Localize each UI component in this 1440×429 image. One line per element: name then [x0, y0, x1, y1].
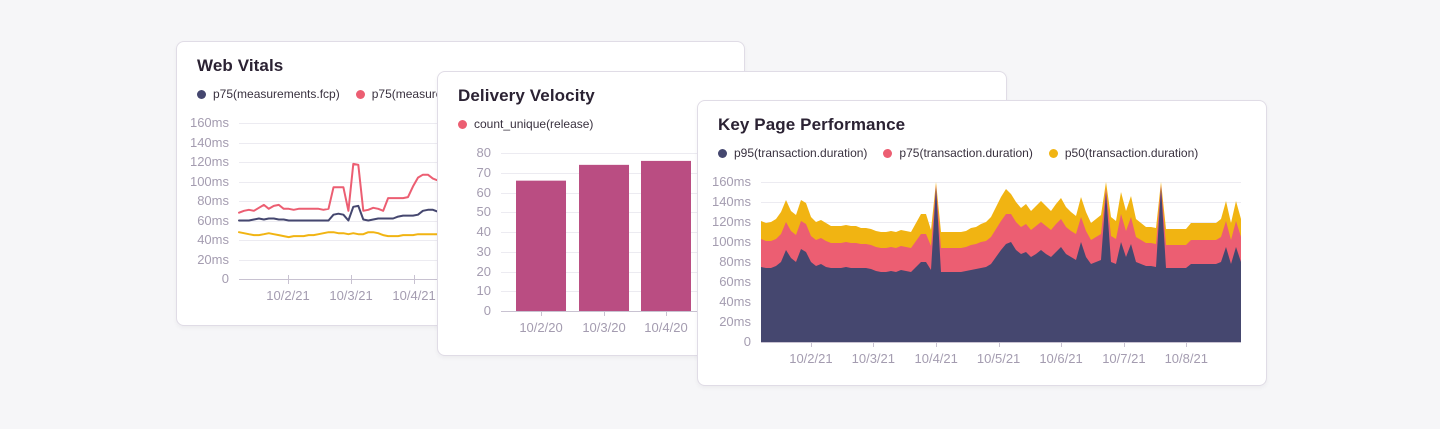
y-axis-label: 30 — [476, 243, 491, 259]
chart-card-key-page-performance: Key Page Performance p95(transaction.dur… — [697, 100, 1267, 386]
x-axis-label: 10/8/21 — [1164, 351, 1208, 366]
y-axis-label: 70 — [476, 164, 491, 180]
legend-item[interactable]: p50(transaction.duration) — [1048, 146, 1199, 160]
area-series-1 — [761, 185, 1241, 342]
x-axis-label: 10/5/21 — [976, 351, 1021, 366]
y-axis-label: 20ms — [197, 251, 229, 267]
line-series-1 — [238, 162, 439, 214]
x-axis-label: 10/4/21 — [914, 351, 958, 366]
line-series-0 — [238, 204, 439, 222]
y-axis-label: 40ms — [719, 294, 751, 309]
legend-item[interactable]: p75(measurements.fcp) — [197, 87, 340, 101]
card-title-key-page-performance: Key Page Performance — [718, 115, 906, 134]
y-axis-label: 140ms — [189, 134, 229, 150]
bar-10/2/20 — [516, 180, 567, 311]
x-axis-label: 10/2/20 — [519, 320, 563, 335]
y-axis-label: 100ms — [711, 234, 751, 249]
y-axis-label: 40 — [476, 224, 491, 239]
legend-key-page-performance: p95(transaction.duration) p75(transaction… — [718, 146, 1198, 160]
x-axis-label: 10/3/20 — [582, 320, 626, 335]
y-axis-label: 80ms — [719, 254, 751, 269]
legend-item[interactable]: p95(transaction.duration) — [718, 146, 867, 160]
legend-label: p75(transaction.duration) — [899, 146, 1033, 160]
legend-dot-icon — [718, 148, 727, 158]
x-axis-label: 10/4/20 — [644, 320, 688, 335]
x-axis-label: 10/3/21 — [851, 351, 895, 366]
y-axis-label: 160ms — [711, 174, 751, 189]
y-axis-label: 50 — [476, 204, 491, 220]
legend-dot-icon — [1048, 148, 1058, 158]
legend-dot-icon — [197, 89, 206, 99]
legend-item[interactable]: count_unique(release) — [458, 117, 593, 131]
y-axis-label: 160ms — [189, 115, 229, 130]
y-axis-label: 100ms — [189, 173, 229, 189]
y-axis-label: 140ms — [711, 194, 751, 209]
legend-label: p95(transaction.duration) — [734, 146, 868, 160]
x-axis-label: 10/3/21 — [329, 288, 373, 303]
y-axis-label: 120ms — [189, 154, 229, 169]
area-series-2 — [761, 182, 1241, 342]
y-axis-label: 40ms — [197, 232, 229, 247]
y-axis-label: 20ms — [719, 314, 751, 329]
y-axis-label: 60 — [476, 184, 491, 200]
bar-10/3/20 — [579, 164, 630, 311]
card-title-delivery-velocity: Delivery Velocity — [458, 86, 595, 105]
y-axis-label: 20 — [476, 263, 491, 279]
y-axis-label: 80 — [476, 145, 491, 160]
x-axis-label: 10/6/21 — [1039, 351, 1083, 366]
legend-item[interactable]: p75(transaction.duration) — [883, 146, 1033, 160]
y-axis-label: 0 — [221, 271, 229, 286]
y-axis-label: 120ms — [711, 214, 751, 229]
legend-label: p75(measurements.fcp) — [213, 87, 340, 101]
y-axis-label: 0 — [483, 303, 491, 318]
y-axis-label: 10 — [476, 283, 491, 299]
chart-plot-key-page-performance[interactable]: 160ms 140ms 120ms 100ms 80ms 60ms 40ms 20ms 0 10/… — [698, 101, 1266, 385]
bar-10/4/20 — [640, 160, 691, 311]
x-axis-label: 10/2/21 — [266, 288, 310, 303]
y-axis-label: 60ms — [197, 212, 229, 228]
card-title-web-vitals: Web Vitals — [197, 56, 284, 75]
line-series-2 — [238, 231, 439, 239]
y-axis-label: 80ms — [197, 193, 229, 208]
x-axis-label: 10/7/21 — [1102, 351, 1146, 366]
area-series-0 — [761, 187, 1241, 342]
x-axis-label: 10/2/21 — [789, 351, 833, 366]
y-axis-label: 60ms — [719, 274, 751, 289]
legend-dot-icon — [458, 119, 467, 129]
legend-web-vitals: p75(measurements.fcp) p75(measuremen — [197, 87, 466, 101]
legend-label: count_unique(release) — [474, 117, 594, 131]
legend-dot-icon — [883, 148, 893, 158]
legend-delivery-velocity: count_unique(release) — [458, 117, 593, 131]
plot-svg — [761, 182, 1241, 347]
y-axis-label: 0 — [743, 334, 751, 349]
legend-label: p50(transaction.duration) — [1064, 146, 1199, 160]
legend-dot-icon — [355, 89, 365, 99]
